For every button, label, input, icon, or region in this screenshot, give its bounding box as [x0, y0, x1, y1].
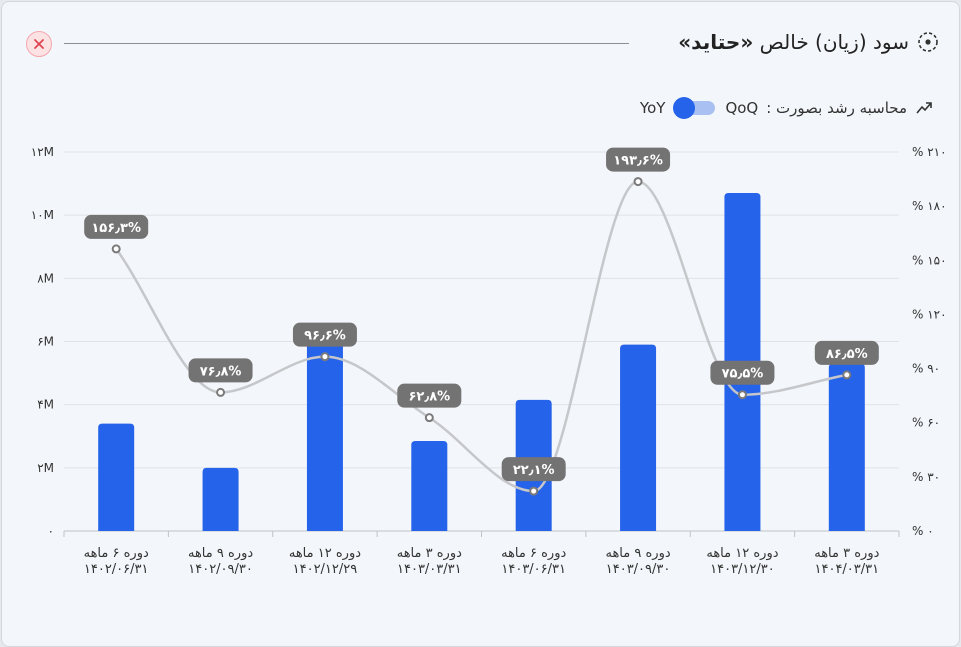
right-axis-tick-label: % ۱۸۰	[912, 199, 947, 213]
right-axis-tick-label: % ۰	[912, 524, 934, 538]
growth-point	[842, 370, 852, 380]
data-label: ۸۶٫۵%	[826, 347, 868, 362]
title-symbol: «حتاید»	[678, 30, 754, 54]
title-divider	[64, 43, 629, 44]
x-axis-category-label: دوره ۹ ماهه	[188, 546, 253, 561]
right-axis-tick-label: % ۱۵۰	[912, 253, 947, 267]
x-axis-date-label: ۱۴۰۳/۰۳/۳۱	[397, 562, 462, 577]
growth-point	[633, 177, 643, 187]
right-axis-tick-label: % ۶۰	[912, 416, 940, 430]
qoq-option[interactable]: QoQ	[725, 99, 759, 117]
right-axis-tick-label: % ۲۱۰	[912, 145, 947, 159]
bar	[828, 363, 865, 531]
growth-point	[424, 413, 434, 423]
data-label-box	[84, 214, 149, 239]
growth-point	[529, 486, 539, 496]
bar	[306, 338, 343, 531]
x-axis-category-label: دوره ۹ ماهه	[605, 546, 670, 561]
left-axis-tick-label: ۰	[48, 524, 54, 538]
left-axis-tick-label: ۱۲M	[31, 145, 54, 159]
left-axis-tick-label: ۲M	[37, 461, 54, 475]
data-label: ۲۲٫۱%	[513, 463, 555, 478]
left-axis-tick-label: ۱۰M	[31, 208, 54, 222]
data-label: ۱۵۶٫۳%	[91, 221, 141, 236]
data-label-box	[397, 383, 462, 408]
x-axis-category-label: دوره ۶ ماهه	[501, 546, 566, 561]
card-header: سود (زیان) خالص «حتاید»	[2, 2, 959, 82]
x-axis-date-label: ۱۴۰۲/۰۹/۳۰	[188, 562, 253, 577]
right-axis-tick-label: % ۹۰	[912, 362, 940, 376]
left-axis-tick-label: ۸M	[37, 271, 54, 285]
x-axis-date-label: ۱۴۰۳/۱۲/۳۰	[710, 562, 775, 577]
growth-mode-toggle[interactable]	[673, 96, 717, 120]
close-button[interactable]	[26, 31, 52, 57]
x-axis-date-label: ۱۴۰۴/۰۳/۳۱	[815, 562, 880, 577]
page-title: سود (زیان) خالص «حتاید»	[678, 30, 909, 54]
data-label-box	[292, 322, 357, 347]
growth-mode-label: محاسبه رشد بصورت :	[766, 99, 907, 117]
data-label-box	[710, 360, 775, 385]
close-icon	[34, 39, 44, 49]
x-axis-date-label: ۱۴۰۳/۰۹/۳۰	[606, 562, 671, 577]
data-label: ۷۶٫۸%	[200, 364, 242, 379]
growth-controls: محاسبه رشد بصورت : QoQ YoY	[640, 96, 933, 120]
target-icon	[918, 32, 938, 52]
x-axis-date-label: ۱۴۰۲/۱۲/۲۹	[293, 562, 358, 577]
x-axis-category-label: دوره ۳ ماهه	[397, 546, 462, 561]
left-axis-tick-label: ۴M	[37, 398, 54, 412]
data-label-box	[814, 340, 879, 365]
data-label: ۷۵٫۵%	[722, 367, 764, 382]
x-axis-date-label: ۱۴۰۲/۰۶/۳۱	[84, 562, 149, 577]
x-axis-category-label: دوره ۶ ماهه	[84, 546, 149, 561]
yoy-option[interactable]: YoY	[639, 99, 666, 117]
bar	[202, 467, 239, 531]
x-axis-category-label: دوره ۱۲ ماهه	[289, 546, 361, 561]
bar	[620, 344, 657, 531]
bar	[411, 440, 448, 531]
title-group: سود (زیان) خالص «حتاید»	[678, 30, 939, 54]
data-label-box	[188, 358, 253, 383]
x-axis-date-label: ۱۴۰۳/۰۶/۳۱	[501, 562, 566, 577]
data-label: ۱۹۳٫۶%	[613, 154, 663, 169]
x-axis-category-label: دوره ۱۲ ماهه	[706, 546, 778, 561]
right-axis-tick-label: % ۳۰	[912, 470, 940, 484]
trend-icon	[916, 102, 932, 114]
x-axis-category-label: دوره ۳ ماهه	[814, 546, 879, 561]
data-label-box	[606, 147, 671, 172]
right-axis-tick-label: % ۱۲۰	[912, 307, 947, 321]
growth-point	[111, 244, 121, 254]
data-label: ۶۲٫۸%	[408, 390, 450, 405]
title-prefix: سود (زیان) خالص	[759, 30, 909, 54]
data-label-box	[501, 457, 566, 482]
data-label: ۹۶٫۶%	[304, 329, 346, 344]
growth-point	[216, 387, 226, 397]
left-axis-tick-label: ۶M	[37, 335, 54, 349]
toggle-knob	[673, 97, 696, 119]
growth-point	[320, 352, 330, 362]
growth-point	[737, 390, 747, 400]
bar	[98, 423, 135, 531]
